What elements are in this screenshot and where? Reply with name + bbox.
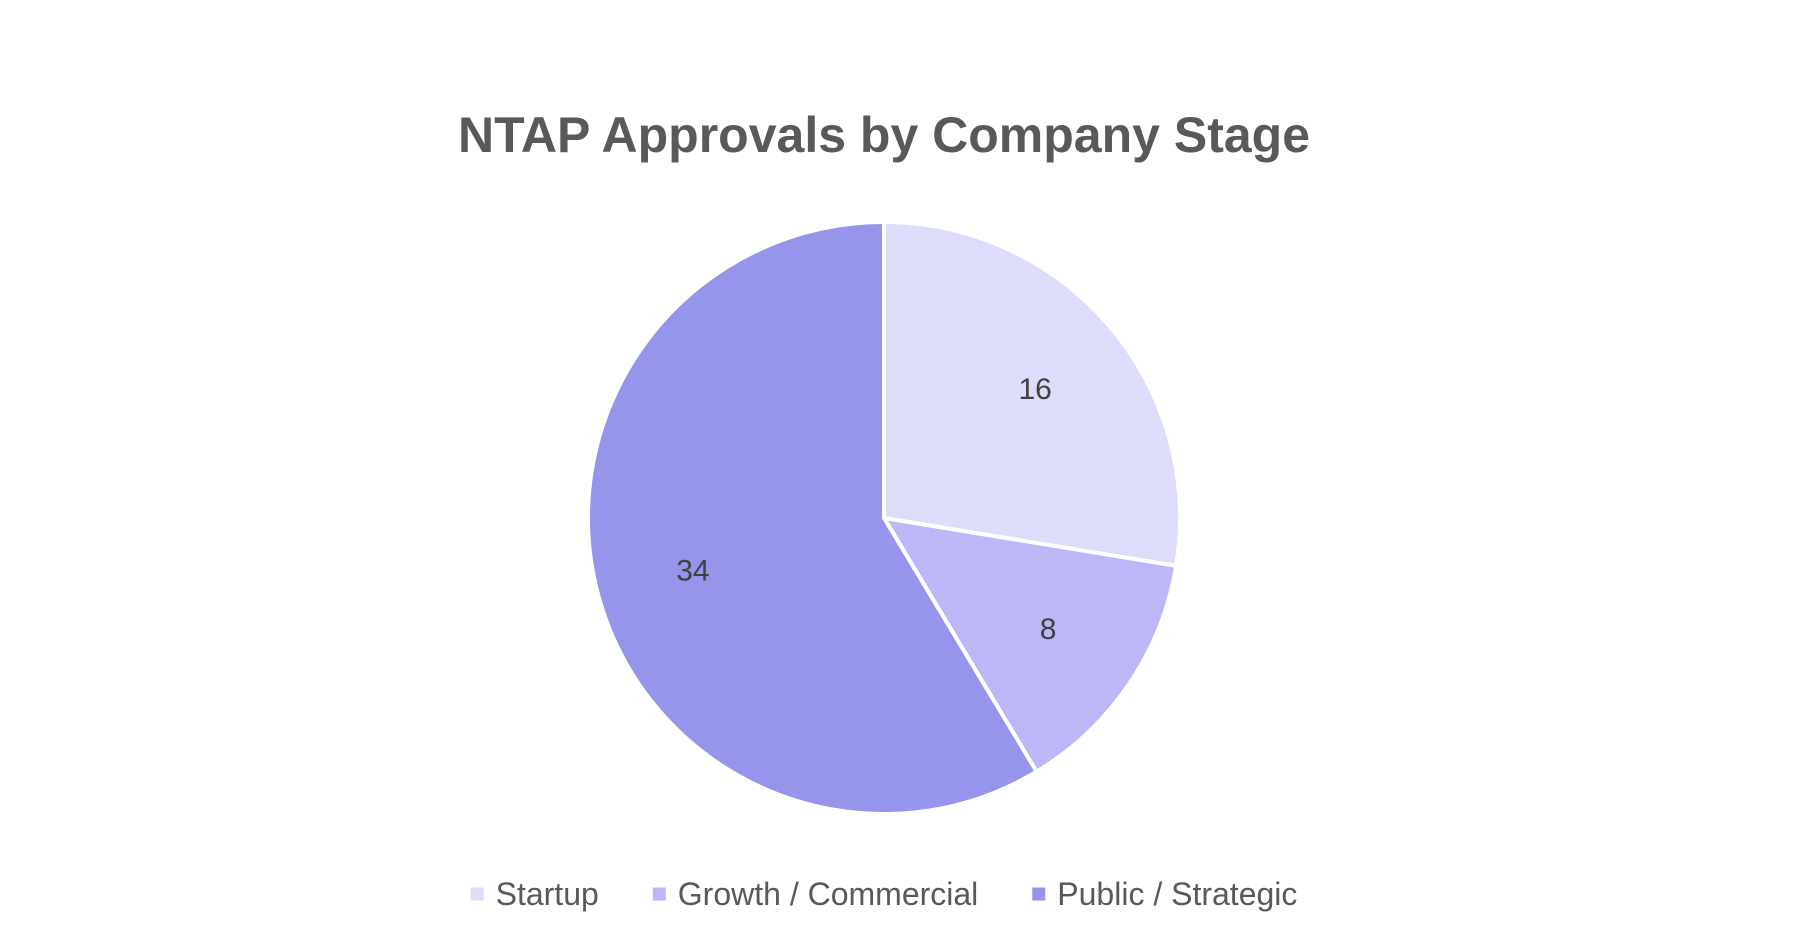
legend: Startup Growth / Commercial Public / Strat…: [470, 876, 1297, 912]
data-label-growth-commercial: 8: [1040, 613, 1057, 646]
legend-swatch-public-strategic: [1032, 887, 1046, 901]
pie-slice-public-strategic: [586, 220, 1039, 816]
chart-title: NTAP Approvals by Company Stage: [458, 107, 1310, 163]
legend-item-growth-commercial: Growth / Commercial: [652, 876, 979, 912]
data-label-public-strategic: 34: [676, 555, 709, 588]
data-label-startup: 16: [1018, 373, 1051, 406]
legend-label-public-strategic: Public / Strategic: [1057, 876, 1297, 912]
pie-slice-startup: [882, 220, 1182, 568]
data-labels: 16 8 34: [676, 373, 1056, 646]
legend-item-startup: Startup: [470, 876, 599, 912]
legend-label-growth-commercial: Growth / Commercial: [678, 876, 979, 912]
legend-label-startup: Startup: [496, 876, 599, 912]
legend-swatch-growth-commercial: [652, 887, 666, 901]
legend-item-public-strategic: Public / Strategic: [1032, 876, 1297, 912]
pie-slice-growth-commercial: [882, 516, 1179, 774]
legend-swatch-startup: [470, 887, 484, 901]
pie-slices: [586, 220, 1182, 816]
